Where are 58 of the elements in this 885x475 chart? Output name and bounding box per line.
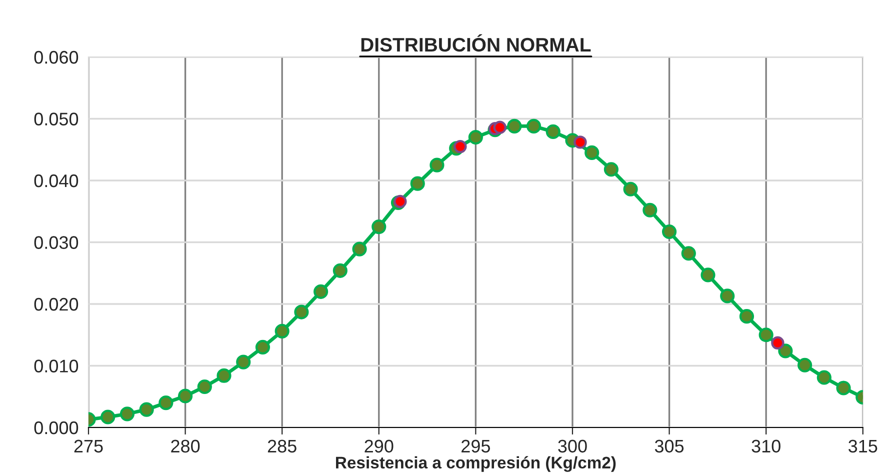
point	[507, 118, 522, 134]
point	[274, 324, 290, 338]
point	[623, 182, 638, 196]
y-tick-label: 0.040	[34, 174, 78, 188]
point	[700, 268, 716, 282]
point	[526, 118, 542, 134]
point	[758, 328, 774, 342]
x-tick-label: 310	[752, 440, 780, 453]
point	[720, 288, 735, 304]
point	[255, 340, 270, 355]
point	[332, 263, 348, 278]
y-tick-label: 0.030	[34, 236, 78, 249]
point	[662, 224, 677, 240]
point	[574, 136, 587, 149]
point	[430, 158, 444, 172]
point	[352, 242, 367, 256]
x-tick-label: 295	[462, 440, 490, 453]
point	[410, 176, 425, 191]
x-tick-label: 315	[848, 440, 878, 453]
y-tick-label: 0.060	[34, 50, 78, 64]
point	[546, 124, 560, 140]
point	[197, 379, 212, 394]
y-tick-label: 0.050	[34, 112, 78, 126]
point	[394, 194, 407, 208]
point	[584, 145, 600, 160]
point	[216, 368, 232, 383]
point	[493, 120, 506, 134]
x-tick-label: 280	[171, 440, 200, 453]
point	[372, 220, 386, 234]
y-tick-label: 0.020	[34, 298, 78, 311]
point	[739, 309, 754, 324]
y-tick-label: 0.000	[34, 421, 78, 434]
point	[178, 388, 193, 404]
point	[294, 304, 309, 320]
y-tick-label: 0.010	[34, 360, 78, 372]
x-tick-label: 285	[268, 440, 296, 453]
point	[604, 162, 618, 177]
point	[778, 344, 793, 358]
chart-title: DISTRIBUCIÓN NORMAL	[361, 34, 591, 52]
x-tick-label: 290	[364, 440, 394, 453]
x-tick-label: 305	[654, 440, 684, 453]
point	[798, 358, 812, 372]
point	[100, 410, 116, 424]
point	[158, 396, 174, 410]
point	[236, 354, 251, 370]
point	[642, 202, 658, 218]
point	[816, 370, 832, 385]
point	[771, 336, 784, 350]
x-tick-label: 300	[558, 440, 587, 453]
point	[681, 246, 696, 261]
x-tick-label: 275	[74, 440, 103, 453]
point	[468, 130, 483, 145]
point	[120, 406, 135, 422]
point	[836, 380, 851, 396]
x-axis-title: Resistencia a compresión (Kg/cm2)	[336, 456, 616, 472]
point	[314, 284, 328, 299]
point	[139, 402, 154, 417]
point	[454, 140, 467, 154]
